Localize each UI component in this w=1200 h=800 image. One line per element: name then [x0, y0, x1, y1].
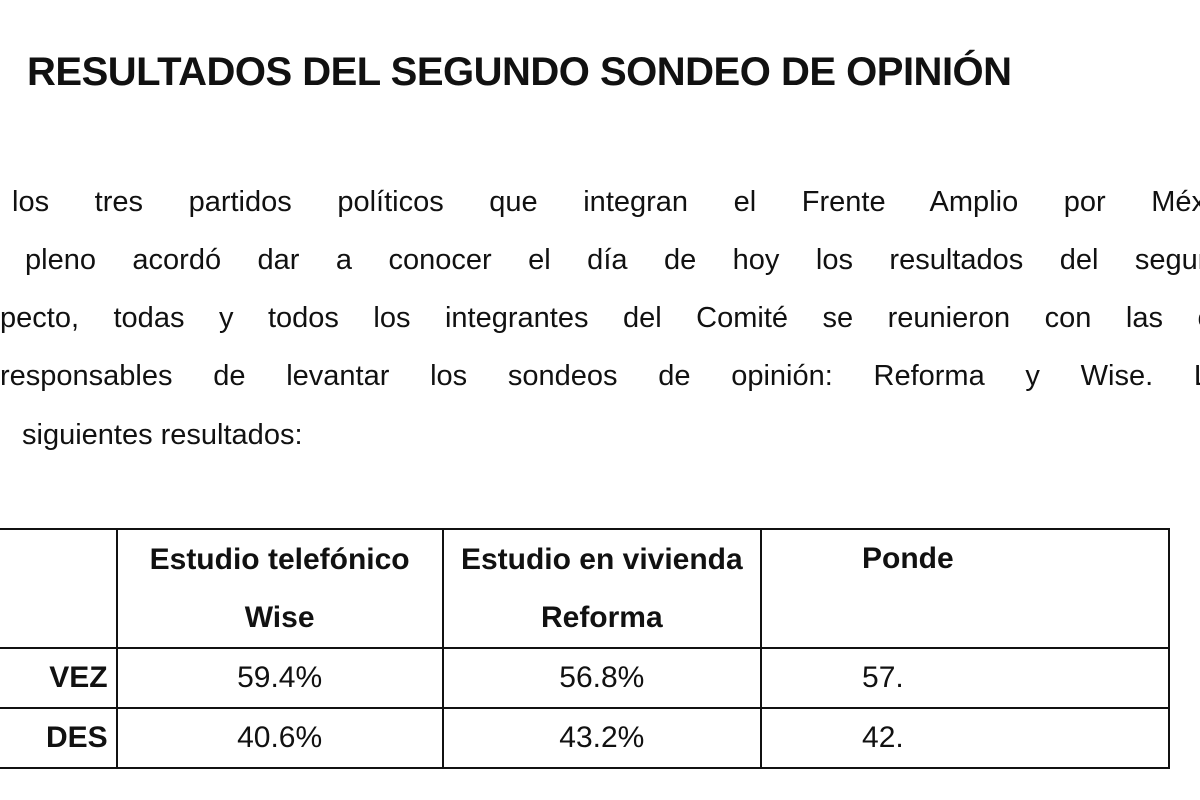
paragraph-line: los tres partidos políticos que integran… — [12, 186, 1200, 218]
candidate-name: DES — [0, 707, 118, 769]
header-cell-empty — [0, 528, 118, 649]
header-cell-wise: Estudio telefónico Wise — [115, 528, 444, 649]
header-cell-ponderado: Ponde — [760, 528, 1170, 649]
paragraph-line: pecto, todas y todos los integrantes del… — [0, 302, 1200, 334]
table-row: DES 40.6% 43.2% 42. — [0, 707, 1170, 769]
header-cell-reforma: Estudio en vivienda Reforma — [441, 528, 763, 649]
table-header-row: Estudio telefónico Wise Estudio en vivien… — [0, 528, 1170, 649]
paragraph-line: siguientes resultados: — [22, 419, 303, 451]
value-cell: 56.8% — [441, 647, 763, 709]
value-cell: 59.4% — [115, 647, 444, 709]
value-cell: 57. — [760, 647, 1170, 709]
paragraph-line: responsables de levantar los sondeos de … — [0, 360, 1200, 392]
table-row: VEZ 59.4% 56.8% 57. — [0, 647, 1170, 709]
value-cell: 42. — [760, 707, 1170, 769]
candidate-name: VEZ — [0, 647, 118, 709]
page-title: RESULTADOS DEL SEGUNDO SONDEO DE OPINIÓN — [27, 50, 1012, 94]
value-cell: 40.6% — [115, 707, 444, 769]
results-table: Estudio telefónico Wise Estudio en vivien… — [0, 528, 1170, 769]
paragraph-line: pleno acordó dar a conocer el día de hoy… — [25, 244, 1200, 276]
value-cell: 43.2% — [441, 707, 763, 769]
